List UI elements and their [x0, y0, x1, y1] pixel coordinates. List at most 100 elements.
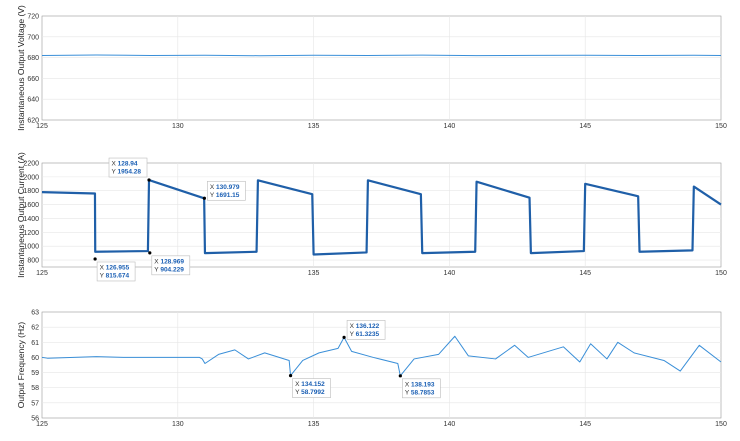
datatip-box — [151, 255, 191, 276]
datatip-x-key: X — [112, 161, 118, 168]
current-y-tick-label: 1200 — [23, 230, 39, 237]
datatip-y-key: Y — [100, 272, 106, 279]
datatip-x-row: X 130.979 — [210, 184, 240, 191]
frequency-x-tick-label: 125 — [36, 421, 48, 428]
datatip-x-row: X 138.193 — [405, 381, 435, 388]
voltage-grid — [42, 16, 721, 120]
datatip-x-value: 128.94 — [118, 161, 138, 168]
datatip-x-key: X — [405, 381, 411, 388]
frequency-y-axis-label: Output Frequency (Hz) — [16, 322, 26, 409]
voltage-x-tick-label: 150 — [715, 123, 727, 130]
current-y-tick-label: 800 — [27, 258, 39, 265]
current-series-line — [41, 178, 722, 256]
datatip-y-value: 58.7992 — [301, 389, 325, 396]
voltage-series — [41, 54, 722, 57]
datatip-x-row: X 128.969 — [154, 258, 184, 265]
current-y-tick-label: 2000 — [23, 174, 39, 181]
voltage-ticks: 125 130 135 140 145 150 620 640 660 680 700 720 — [27, 14, 727, 131]
datatip-y-row: Y 1954.28 — [112, 169, 142, 176]
frequency-y-tick-label: 61 — [31, 340, 39, 347]
frequency-y-tick-label: 62 — [31, 325, 39, 332]
current-x-tick-label: 125 — [36, 270, 48, 277]
datatip-x-value: 128.969 — [160, 258, 184, 265]
current-x-tick-label: 140 — [444, 270, 456, 277]
datatip-marker — [398, 374, 402, 378]
frequency-series — [41, 335, 722, 377]
datatip-y-row: Y 61.3235 — [350, 331, 380, 338]
datatip-y-row: Y 904.229 — [154, 266, 184, 273]
datatip-y-key: Y — [350, 331, 356, 338]
datatip-x-row: X 126.955 — [100, 264, 130, 271]
datatip-marker — [147, 178, 151, 182]
frequency-y-tick-label: 57 — [31, 400, 39, 407]
datatip-x-value: 134.152 — [301, 381, 325, 388]
current-y-tick-label: 1000 — [23, 244, 39, 251]
frequency-y-tick-label: 59 — [31, 370, 39, 377]
datatip-y-row: Y 1691.15 — [210, 192, 240, 199]
datatip-box — [108, 157, 148, 178]
voltage-y-tick-label: 640 — [27, 97, 39, 104]
voltage-series-line — [41, 54, 722, 57]
datatip-x-row: X 136.122 — [350, 323, 380, 330]
datatip-box — [402, 378, 441, 399]
datatip-box — [207, 180, 246, 201]
frequency-y-tick-label: 56 — [31, 416, 39, 423]
datatip-y-row: Y 58.7853 — [405, 389, 435, 396]
datatip-y-key: Y — [210, 192, 216, 199]
voltage-x-tick-label: 135 — [308, 123, 320, 130]
frequency-x-tick-label: 150 — [715, 421, 727, 428]
datatip-box — [292, 378, 331, 398]
voltage-plot-area — [41, 15, 722, 121]
datatip-x-key: X — [350, 323, 356, 330]
datatip-box — [346, 320, 386, 340]
datatip-marker — [93, 257, 97, 261]
voltage-x-tick-label: 140 — [444, 123, 456, 130]
frequency-x-tick-label: 145 — [579, 421, 591, 428]
datatip-y-value: 58.7853 — [411, 389, 435, 396]
current-y-tick-label: 1800 — [23, 188, 39, 195]
frequency-x-tick-label: 140 — [444, 421, 456, 428]
datatip-x-value: 138.193 — [411, 381, 435, 388]
datatip-y-value: 61.3235 — [356, 331, 380, 338]
voltage-y-tick-label: 660 — [27, 76, 39, 83]
datatip-marker — [202, 196, 206, 200]
datatip-x-key: X — [100, 264, 106, 271]
voltage-y-tick-label: 620 — [27, 118, 39, 125]
frequency-y-tick-label: 60 — [31, 355, 39, 362]
frequency-panel: 125 130 135 140 145 150 56 57 58 59 60 61 62 63 X 134… — [16, 310, 727, 429]
voltage-y-tick-label: 720 — [27, 14, 39, 21]
current-grid — [42, 163, 721, 267]
frequency-y-tick-label: 58 — [31, 385, 39, 392]
voltage-x-tick-label: 130 — [172, 123, 184, 130]
datatip-x-value: 136.122 — [356, 323, 380, 330]
current-x-tick-label: 135 — [308, 270, 320, 277]
datatip-x-row: X 134.152 — [295, 381, 325, 388]
voltage-x-tick-label: 125 — [36, 123, 48, 130]
datatip-y-row: Y 815.674 — [100, 272, 130, 279]
datatip-x-row: X 128.94 — [112, 161, 138, 168]
datatip-y-key: Y — [112, 169, 118, 176]
datatip-x-key: X — [154, 258, 160, 265]
datatip-x-value: 130.979 — [216, 184, 240, 191]
voltage-panel: 125 130 135 140 145 150 620 640 660 680 700 720 Ins… — [16, 5, 727, 131]
current-y-tick-label: 2200 — [23, 161, 39, 168]
current-y-tick-label: 1600 — [23, 202, 39, 209]
frequency-series-line — [41, 335, 722, 377]
datatip-y-value: 1691.15 — [216, 192, 240, 199]
datatip-y-row: Y 58.7992 — [295, 389, 325, 396]
frequency-x-tick-label: 135 — [308, 421, 320, 428]
voltage-y-tick-label: 700 — [27, 34, 39, 41]
datatip-x-value: 126.955 — [106, 264, 130, 271]
current-datatip[interactable]: X 128.94Y 1954.28 — [108, 157, 151, 182]
current-x-tick-label: 150 — [715, 270, 727, 277]
datatip-x-key: X — [210, 184, 216, 191]
frequency-x-tick-label: 130 — [172, 421, 184, 428]
datatip-y-value: 904.229 — [160, 266, 184, 273]
